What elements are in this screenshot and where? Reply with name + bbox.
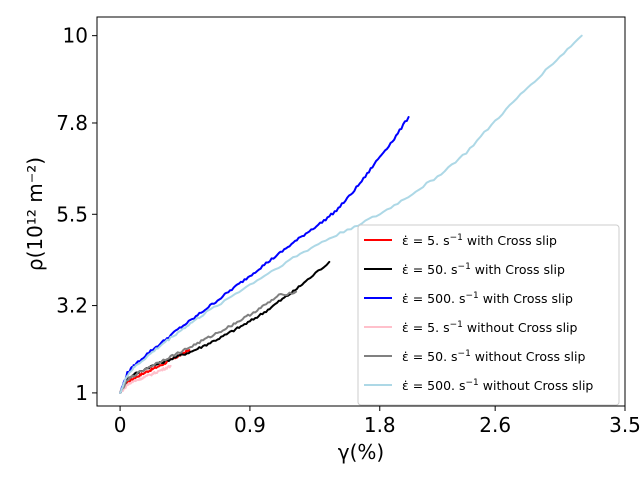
x-tick-label: 1.8: [364, 413, 396, 437]
y-tick-label: 7.8: [56, 111, 88, 135]
axes-frame: [96, 16, 626, 407]
x-axis-label: γ(%): [338, 440, 384, 464]
series-line-5: [119, 290, 298, 394]
series-line-3: [119, 116, 410, 394]
x-tick-label: 0: [114, 413, 127, 437]
x-tick-label: 3.5: [609, 413, 640, 437]
legend-label: ε̇ = 500. s−1 without Cross slip: [402, 378, 593, 393]
legend-label: ε̇ = 50. s−1 without Cross slip: [402, 349, 585, 364]
legend-label: ε̇ = 500. s−1 with Cross slip: [402, 291, 573, 306]
legend-label: ε̇ = 50. s−1 with Cross slip: [402, 262, 565, 277]
y-axis-label: ρ(10¹² m⁻²): [23, 157, 47, 271]
y-tick-label: 5.5: [56, 202, 88, 226]
x-tick-label: 2.6: [479, 413, 511, 437]
legend-label: ε̇ = 5. s−1 without Cross slip: [402, 320, 578, 335]
y-tick-label: 3.2: [56, 294, 88, 318]
legend-label: ε̇ = 5. s−1 with Cross slip: [402, 233, 557, 248]
y-tick-label: 1: [75, 381, 88, 405]
x-tick-label: 0.9: [234, 413, 266, 437]
legend-box: [357, 224, 620, 406]
series-layer: [119, 34, 583, 394]
y-tick-label: 10: [63, 24, 88, 48]
legend: ε̇ = 5. s−1 with Cross slip ε̇ = 50. s−1 …: [357, 224, 620, 406]
axes-layer: 0 0.9 1.8 2.6 3.5 1 3.2 5.5 7.8 10: [56, 16, 640, 437]
series-line-4: [119, 364, 172, 394]
series-line-6: [119, 34, 583, 394]
